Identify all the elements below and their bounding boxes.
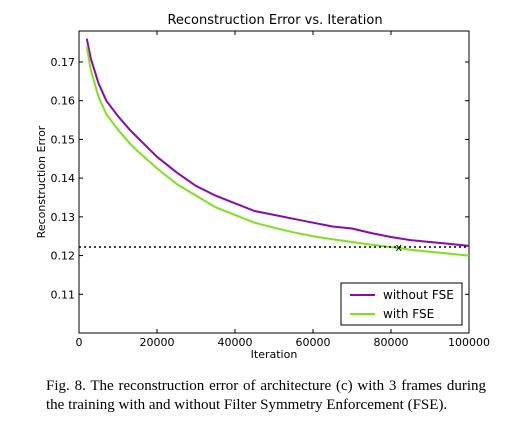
x-tick-label: 80000 (374, 336, 409, 349)
legend-label-with-fse: with FSE (383, 307, 434, 321)
legend: without FSE with FSE (340, 282, 463, 326)
x-axis-label: Iteration (251, 348, 298, 361)
y-tick-label: 0.15 (51, 133, 76, 146)
y-tick-label: 0.11 (51, 288, 76, 301)
y-tick-label: 0.12 (51, 250, 76, 263)
y-tick-label: 0.13 (51, 211, 76, 224)
figure-caption: Fig. 8. The reconstruction error of arch… (46, 378, 486, 413)
chart-svg: Reconstruction Error vs. Iteration 0.110… (35, 13, 490, 361)
series-line-without-fse (85, 38, 469, 247)
x-tick-label: 100000 (448, 336, 490, 349)
x-tick-label: 40000 (218, 336, 253, 349)
intersection-marker: x (396, 241, 403, 254)
y-axis: 0.11 0.12 0.13 0.14 0.15 0.16 0.17 (51, 56, 469, 301)
x-axis: 0 20000 40000 60000 80000 100000 (76, 31, 490, 349)
y-axis-label: Reconstruction Error (35, 125, 48, 238)
x-tick-label: 60000 (296, 336, 331, 349)
x-tick-label: 20000 (140, 336, 175, 349)
legend-label-without-fse: without FSE (383, 288, 454, 302)
y-tick-label: 0.16 (51, 95, 76, 108)
y-tick-label: 0.17 (51, 56, 76, 69)
chart-title: Reconstruction Error vs. Iteration (167, 13, 382, 28)
series-lines: x (79, 38, 469, 257)
x-tick-label: 0 (76, 336, 83, 349)
legend-box (340, 282, 463, 326)
y-tick-label: 0.14 (51, 172, 76, 185)
